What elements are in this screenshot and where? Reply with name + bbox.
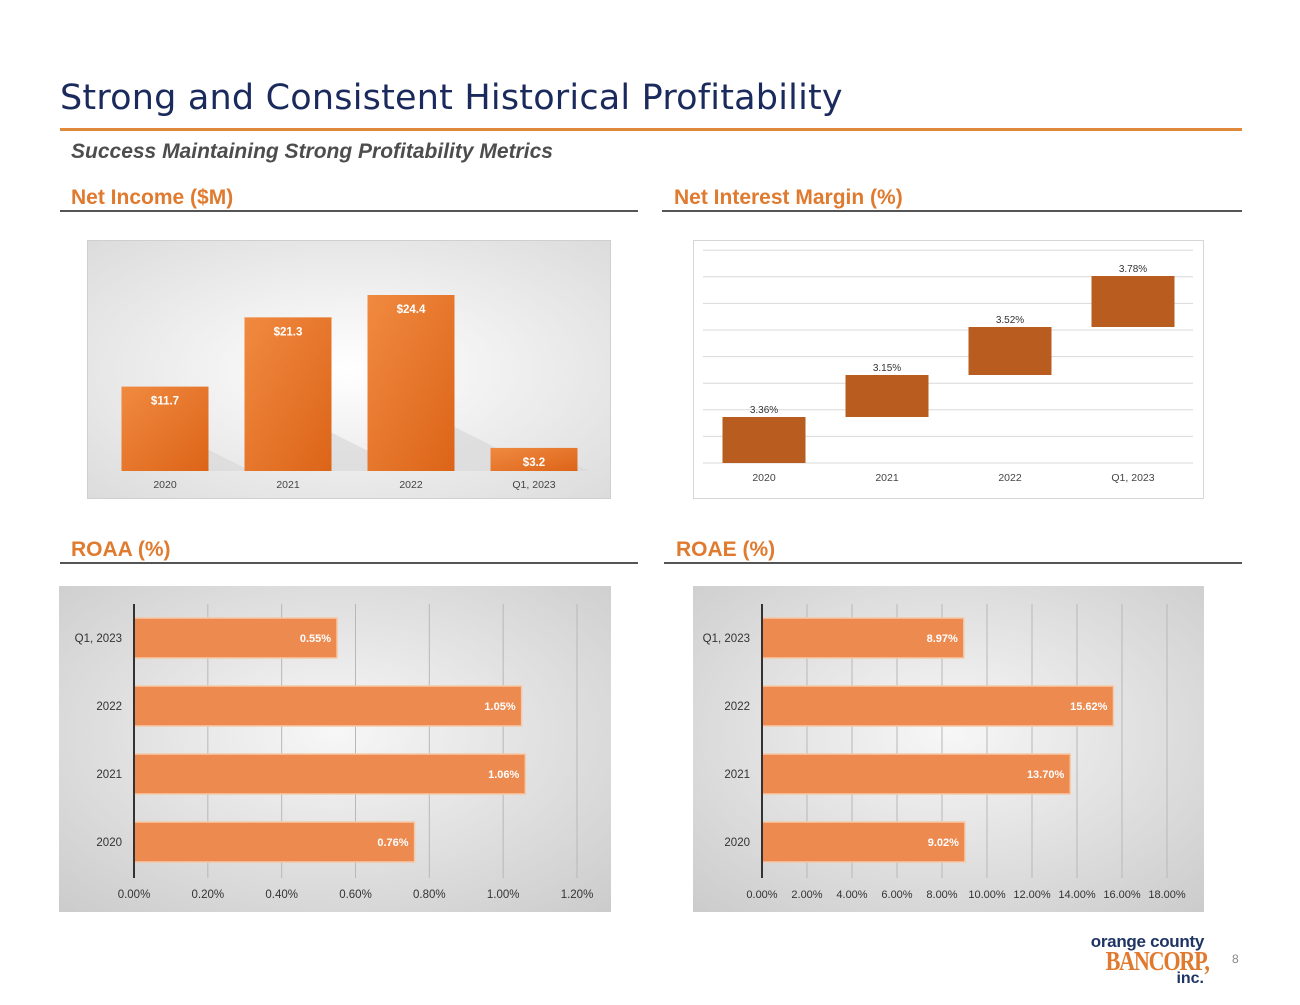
x-tick-label: 0.40% (265, 889, 298, 901)
x-tick-label: 2020 (752, 472, 776, 484)
bar-2020 (133, 821, 416, 863)
data-label: 9.02% (928, 837, 959, 849)
bar-2020 (722, 417, 806, 463)
data-label: $3.2 (523, 457, 545, 469)
x-tick-label: 2020 (153, 479, 177, 491)
x-tick-label: 10.00% (968, 889, 1006, 901)
net-income-chart: $11.7 2020 $21.3 2021 $24.4 2022 $3.2 Q1, 2023 (87, 240, 611, 500)
y-tick-label: 2020 (96, 837, 122, 849)
x-tick-label: 2021 (276, 479, 300, 491)
roaa-rule (60, 562, 638, 564)
x-tick-label: 14.00% (1058, 889, 1096, 901)
data-label: 3.78% (1119, 264, 1147, 275)
data-label: 3.15% (873, 363, 901, 374)
x-tick-label: Q1, 2023 (1111, 472, 1154, 484)
x-tick-label: 0.00% (118, 889, 151, 901)
y-tick-label: 2021 (96, 769, 122, 781)
y-tick-label: Q1, 2023 (75, 633, 122, 645)
bar-2020 (121, 386, 209, 471)
x-tick-label: 18.00% (1148, 889, 1186, 901)
roae-svg: 8.97% Q1, 2023 15.62% 2022 13.70% 2021 9.02% 20… (693, 586, 1204, 912)
net-income-svg: $11.7 2020 $21.3 2021 $24.4 2022 $3.2 Q1, 2023 (87, 240, 611, 499)
page-title: Strong and Consistent Historical Profita… (60, 78, 843, 118)
y-tick-label: Q1, 2023 (703, 633, 750, 645)
bar-q1-2023 (761, 617, 965, 659)
bar-q1-2023 (490, 447, 578, 471)
bar-2021 (845, 375, 929, 417)
x-tick-label: Q1, 2023 (512, 479, 555, 491)
roaa-chart: 0.55% Q1, 2023 1.05% 2022 1.06% 2021 0.76% 2020… (59, 586, 611, 912)
data-label: $11.7 (151, 396, 179, 408)
bar-2022 (133, 685, 523, 727)
company-logo: orange county BANCORP, inc. (1084, 932, 1210, 990)
data-label: 1.06% (488, 769, 519, 781)
data-label: 3.36% (750, 405, 778, 416)
data-label: $21.3 (274, 326, 303, 338)
y-tick-label: 2020 (724, 837, 750, 849)
roaa-svg: 0.55% Q1, 2023 1.05% 2022 1.06% 2021 0.76% 2020… (59, 586, 611, 912)
net-income-heading: Net Income ($M) (71, 186, 234, 209)
nim-heading: Net Interest Margin (%) (674, 186, 903, 209)
y-tick-label: 2022 (724, 701, 750, 713)
data-label: $24.4 (397, 304, 426, 316)
bar-2022 (761, 685, 1115, 727)
bar-2021 (133, 753, 527, 795)
data-label: 1.05% (484, 701, 515, 713)
bar-2022 (968, 327, 1052, 375)
x-tick-label: 16.00% (1103, 889, 1141, 901)
x-tick-label: 0.20% (192, 889, 225, 901)
bar-shadow (577, 465, 590, 471)
data-label: 3.52% (996, 315, 1024, 326)
y-tick-label: 2021 (724, 769, 750, 781)
logo-line-3: inc. (1176, 970, 1204, 987)
x-tick-label: 2022 (399, 479, 423, 491)
logo-line-2: BANCORP, (1105, 946, 1210, 976)
x-tick-label: 0.80% (413, 889, 446, 901)
title-divider (60, 128, 1242, 131)
data-label: 15.62% (1070, 701, 1108, 713)
page-number: 8 (1232, 952, 1239, 966)
bar-2021 (761, 753, 1071, 795)
x-tick-label: 2021 (875, 472, 899, 484)
data-label: 8.97% (927, 633, 958, 645)
bar-2022 (367, 295, 455, 471)
data-label: 13.70% (1027, 769, 1065, 781)
x-tick-label: 0.00% (746, 889, 777, 901)
x-tick-label: 1.00% (487, 889, 520, 901)
nim-chart: 3.36% 2020 3.15% 2021 3.52% 2022 3.78% Q1, 2023 (693, 240, 1204, 500)
x-tick-label: 12.00% (1013, 889, 1051, 901)
roaa-heading: ROAA (%) (71, 538, 171, 561)
x-tick-label: 6.00% (881, 889, 912, 901)
x-tick-label: 0.60% (339, 889, 372, 901)
roae-rule (664, 562, 1242, 564)
page-subtitle: Success Maintaining Strong Profitability… (71, 140, 553, 163)
x-tick-label: 8.00% (926, 889, 957, 901)
bar-2021 (244, 317, 332, 471)
y-tick-label: 2022 (96, 701, 122, 713)
roae-chart: 8.97% Q1, 2023 15.62% 2022 13.70% 2021 9.02% 20… (693, 586, 1204, 912)
x-tick-label: 4.00% (836, 889, 867, 901)
net-income-rule (60, 210, 638, 212)
data-label: 0.76% (377, 837, 408, 849)
bar-2020 (761, 821, 966, 863)
bar-q1-2023 (1091, 276, 1175, 327)
nim-svg: 3.36% 2020 3.15% 2021 3.52% 2022 3.78% Q1, 2023 (693, 240, 1204, 499)
nim-rule (662, 210, 1242, 212)
x-tick-label: 2.00% (791, 889, 822, 901)
logo-line-1: orange county (1090, 932, 1205, 951)
data-label: 0.55% (300, 633, 331, 645)
x-tick-label: 2022 (998, 472, 1022, 484)
x-tick-label: 1.20% (561, 889, 594, 901)
roae-heading: ROAE (%) (676, 538, 776, 561)
